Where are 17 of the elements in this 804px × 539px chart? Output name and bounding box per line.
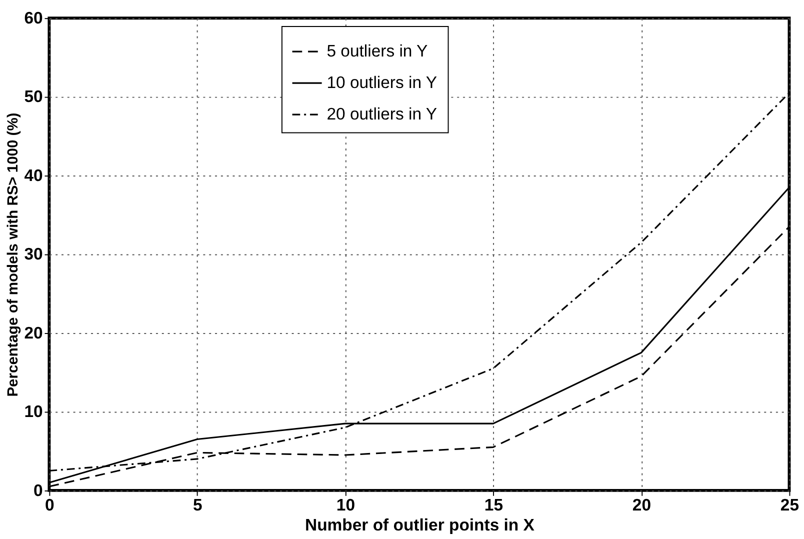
y-tick-label: 0 [33,480,43,500]
x-tick-label: 15 [484,496,504,515]
y-tick-label: 20 [24,323,43,342]
y-tick-label: 10 [24,402,43,422]
legend-label: 20 outliers in Y [326,104,438,124]
legend-label: 10 outliers in Y [326,72,438,92]
y-tick-label: 50 [24,87,43,106]
y-axis-title: Percentage of models with RS> 1000 (%) [5,112,22,397]
x-tick-label: 25 [780,496,800,515]
x-tick-label: 5 [193,496,202,515]
legend-label: 5 outliers in Y [326,41,428,60]
y-tick-label: 30 [24,244,43,264]
x-tick-label: 10 [336,496,356,515]
y-tick-label: 60 [24,8,43,28]
y-tick-label: 40 [24,166,43,185]
x-axis-title: Number of outlier points in X [305,515,534,534]
x-tick-label: 20 [632,496,652,515]
